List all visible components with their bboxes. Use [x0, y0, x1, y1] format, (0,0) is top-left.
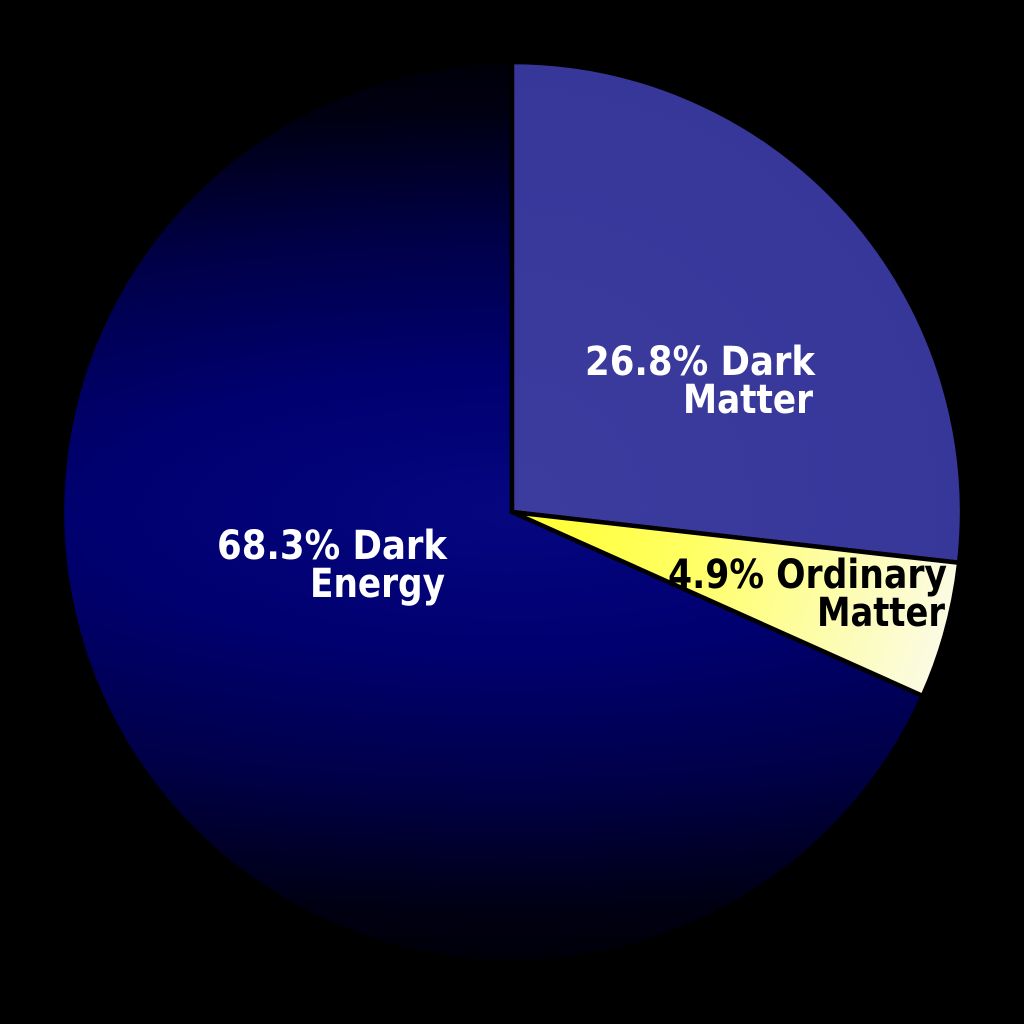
ordinary-matter-label-line2: Matter [817, 590, 945, 636]
pie-slice-ordinary-matter [511, 509, 962, 699]
dark-matter-label-line1: 26.8% Dark [585, 339, 816, 385]
dark-matter-label-line2: Matter [683, 377, 813, 423]
ordinary-matter-label-line1: 4.9% Ordinary [668, 552, 947, 598]
dark-energy-label-line2: Energy [310, 561, 445, 607]
dark-energy-label-line1: 68.3% Dark [217, 523, 448, 569]
pie-slice-dark-matter [509, 59, 965, 566]
slice-labels: 26.8% Dark Matter 68.3% Dark Energy 4.9%… [217, 339, 947, 636]
pie-slice-dark-energy [59, 59, 926, 965]
